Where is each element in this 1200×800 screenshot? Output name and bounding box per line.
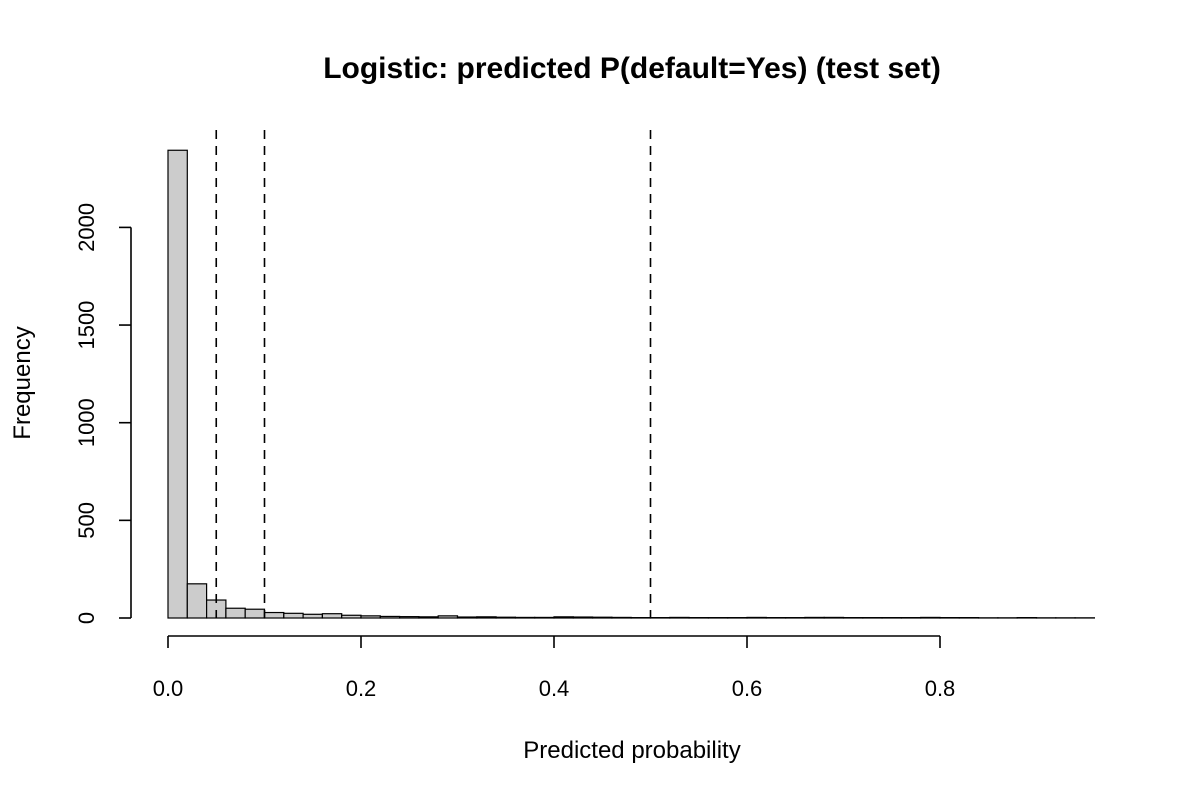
y-axis-label: Frequency [9, 326, 36, 439]
histogram-bar [804, 616, 825, 619]
bars [167, 149, 1095, 619]
histogram-bar [611, 616, 632, 619]
chart-title: Logistic: predicted P(default=Yes) (test… [323, 52, 941, 85]
histogram-bar [553, 616, 574, 619]
histogram-bar [437, 615, 459, 619]
histogram-bar [186, 583, 208, 619]
histogram-bar [495, 616, 517, 619]
histogram-bar [341, 614, 362, 619]
histogram-bar [302, 613, 324, 619]
histogram-bar [823, 616, 845, 619]
histogram-bar [321, 613, 343, 619]
histogram-bar [669, 616, 690, 619]
y-tick-label: 1000 [74, 398, 99, 447]
histogram-bar [244, 608, 266, 619]
y-tick-label: 1500 [74, 301, 99, 350]
histogram-bar [920, 616, 941, 619]
histogram-bar [746, 616, 767, 619]
y-tick-label: 500 [74, 502, 99, 539]
histogram-bar [534, 616, 555, 619]
histogram-bar [476, 616, 497, 619]
reference-lines [215, 130, 652, 618]
x-tick-label: 0.2 [346, 676, 377, 701]
histogram-bar [263, 611, 285, 619]
x-tick-label: 0.0 [153, 676, 184, 701]
histogram-bar [283, 612, 304, 619]
histogram-bar [360, 615, 381, 619]
y-axis: 0 500 1000 1500 2000 [74, 203, 132, 624]
x-axis-label: Predicted probability [523, 737, 740, 764]
x-tick-label: 0.8 [925, 676, 956, 701]
histogram-bar [167, 149, 188, 619]
histogram-bar [418, 616, 439, 619]
histogram-bar [379, 615, 401, 619]
y-tick-label: 0 [74, 612, 99, 624]
histogram-bar [225, 607, 246, 619]
x-axis: 0.0 0.2 0.4 0.6 0.8 [153, 635, 956, 701]
histogram-bar [456, 616, 478, 619]
histogram-bar [572, 616, 594, 619]
histogram-bar [591, 616, 613, 619]
x-tick-label: 0.4 [539, 676, 570, 701]
y-tick-label: 2000 [74, 203, 99, 252]
x-tick-label: 0.6 [732, 676, 763, 701]
histogram-bar [399, 616, 420, 619]
histogram-bar [514, 616, 536, 619]
